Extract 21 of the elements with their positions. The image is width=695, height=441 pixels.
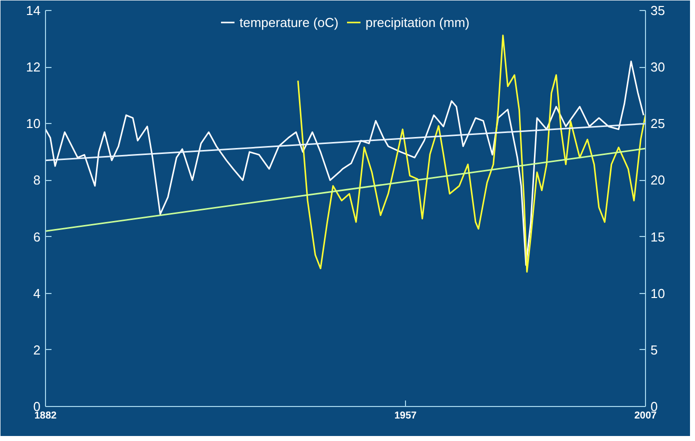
x-tick-label: 1957 (394, 410, 418, 422)
x-tick-label: 1882 (34, 410, 58, 422)
x-tick-label: 2007 (634, 410, 658, 422)
y-tick-label: 2 (33, 342, 41, 358)
y2-tick-label: 5 (650, 342, 658, 358)
line-series (46, 60, 644, 266)
line-series (297, 34, 646, 273)
y2-tick-label: 25 (650, 116, 665, 132)
y-tick-label: 14 (26, 3, 41, 18)
y2-tick-label: 35 (650, 3, 665, 18)
y-tick-label: 6 (33, 229, 41, 244)
y2-tick-label: 10 (650, 286, 665, 301)
y2-tick-label: 15 (650, 229, 665, 244)
y2-tick-label: 20 (650, 172, 665, 188)
y-tick-label: 4 (33, 286, 41, 301)
y-tick-label: 8 (33, 172, 41, 188)
legend-label: precipitation (mm) (365, 14, 470, 30)
legend-label: temperature (oC) (239, 14, 338, 30)
y2-tick-label: 30 (650, 60, 665, 75)
y-tick-label: 10 (26, 116, 41, 132)
y-tick-label: 12 (26, 60, 41, 75)
